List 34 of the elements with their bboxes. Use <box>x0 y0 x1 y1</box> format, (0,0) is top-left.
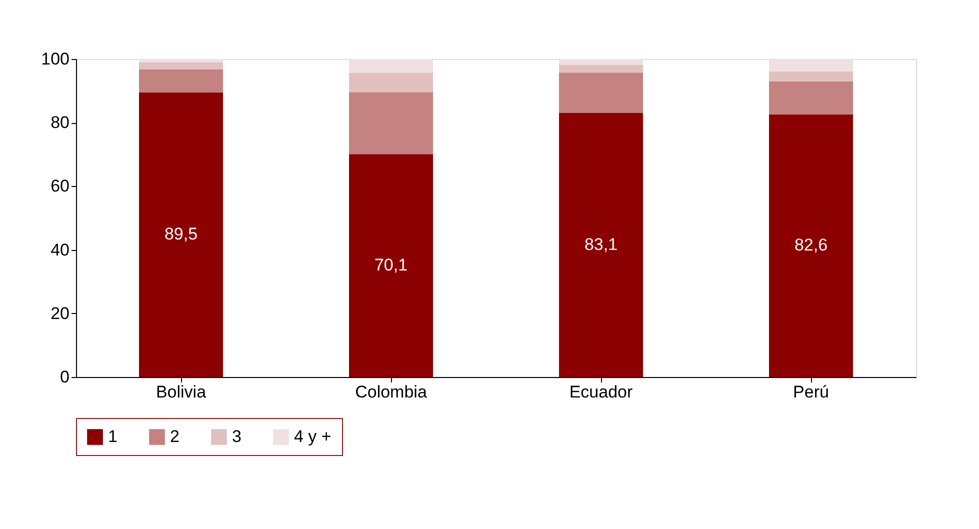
bar <box>349 154 433 377</box>
y-tick-label: 80 <box>50 113 70 132</box>
y-tick-label: 60 <box>50 176 70 196</box>
data-label: 82,6 <box>794 236 828 255</box>
x-tick-label: Bolivia <box>156 382 207 402</box>
bar <box>139 92 223 377</box>
y-tick-label: 0 <box>60 368 70 386</box>
bar <box>559 64 643 73</box>
bar <box>769 71 853 82</box>
y-tick-label: 20 <box>50 304 70 323</box>
legend-label: 3 <box>232 427 242 446</box>
x-tick-label: Perú <box>793 382 829 402</box>
bar <box>349 72 433 92</box>
data-label: 70,1 <box>374 256 408 275</box>
bar <box>139 62 223 70</box>
bar <box>349 59 433 73</box>
bar <box>559 59 643 65</box>
x-tick-label: Ecuador <box>569 382 633 402</box>
bar <box>139 59 223 62</box>
bar <box>139 69 223 92</box>
y-tick-label: 40 <box>50 240 70 260</box>
bar <box>559 112 643 377</box>
bar <box>769 59 853 72</box>
data-label: 89,5 <box>164 224 198 244</box>
bar <box>559 72 643 113</box>
y-tick-label: 100 <box>41 50 70 68</box>
legend-label: 4 y + <box>294 427 332 446</box>
legend-label: 2 <box>170 427 180 446</box>
bar <box>769 81 853 114</box>
x-tick-label: Colombia <box>355 382 428 402</box>
data-label: 83,1 <box>584 234 618 254</box>
legend-label: 1 <box>108 427 118 446</box>
bar <box>349 92 433 154</box>
bar <box>769 114 853 377</box>
